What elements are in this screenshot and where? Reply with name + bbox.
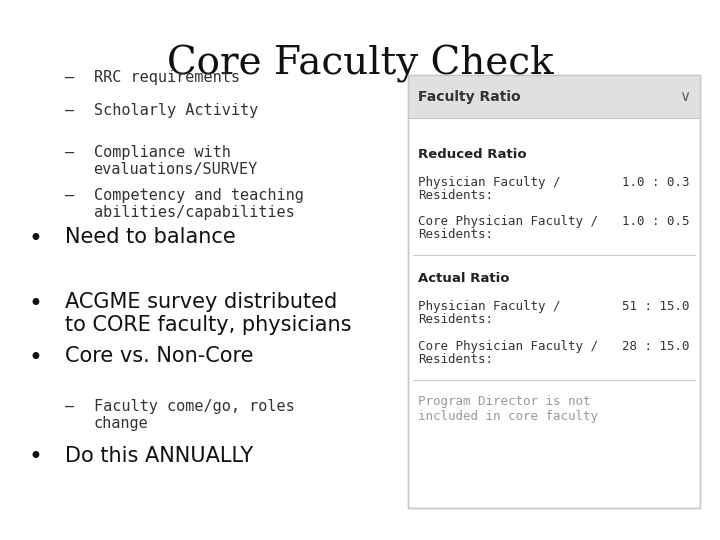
Text: –: –: [65, 188, 74, 203]
Text: Compliance with
evaluations/SURVEY: Compliance with evaluations/SURVEY: [94, 145, 258, 177]
Text: •: •: [29, 227, 42, 251]
Text: Core Physician Faculty /: Core Physician Faculty /: [418, 215, 598, 228]
Text: –: –: [65, 70, 74, 85]
Text: Core Physician Faculty /: Core Physician Faculty /: [418, 340, 598, 353]
Text: ∨: ∨: [679, 89, 690, 104]
Text: Actual Ratio: Actual Ratio: [418, 272, 510, 285]
Text: •: •: [29, 446, 42, 469]
Text: Need to balance: Need to balance: [65, 227, 235, 247]
Text: •: •: [29, 292, 42, 315]
Text: Physician Faculty /: Physician Faculty /: [418, 300, 560, 313]
Text: Faculty Ratio: Faculty Ratio: [418, 90, 521, 104]
Text: –: –: [65, 145, 74, 160]
Text: Program Director is not
included in core faculty: Program Director is not included in core…: [418, 395, 598, 423]
Bar: [408, 75, 700, 508]
Text: Do this ANNUALLY: Do this ANNUALLY: [65, 446, 253, 465]
Text: Core vs. Non-Core: Core vs. Non-Core: [65, 346, 253, 366]
Text: Residents:: Residents:: [418, 228, 493, 241]
Bar: [408, 75, 700, 118]
Bar: [408, 75, 700, 508]
Text: Physician Faculty /: Physician Faculty /: [418, 176, 560, 189]
Text: Residents:: Residents:: [418, 353, 493, 366]
Text: –: –: [65, 399, 74, 414]
Text: Residents:: Residents:: [418, 313, 493, 326]
Text: Competency and teaching
abilities/capabilities: Competency and teaching abilities/capabi…: [94, 188, 303, 220]
Text: 1.0 : 0.5: 1.0 : 0.5: [623, 215, 690, 228]
Text: 51 : 15.0: 51 : 15.0: [623, 300, 690, 313]
Text: Faculty come/go, roles
change: Faculty come/go, roles change: [94, 399, 294, 431]
Text: ACGME survey distributed
to CORE faculty, physicians: ACGME survey distributed to CORE faculty…: [65, 292, 351, 335]
Text: 28 : 15.0: 28 : 15.0: [623, 340, 690, 353]
Text: –: –: [65, 103, 74, 118]
Text: Scholarly Activity: Scholarly Activity: [94, 103, 258, 118]
Text: RRC requirements: RRC requirements: [94, 70, 240, 85]
Text: Residents:: Residents:: [418, 189, 493, 202]
Text: Core Faculty Check: Core Faculty Check: [167, 45, 553, 83]
Text: 1.0 : 0.3: 1.0 : 0.3: [623, 176, 690, 189]
Text: Reduced Ratio: Reduced Ratio: [418, 148, 526, 161]
Text: •: •: [29, 346, 42, 369]
